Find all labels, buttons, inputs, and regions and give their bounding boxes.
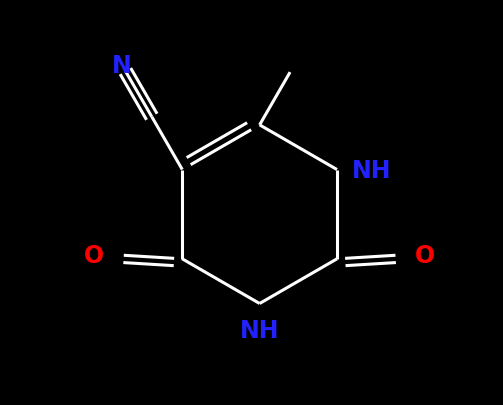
Text: O: O xyxy=(84,243,104,267)
Text: N: N xyxy=(112,54,132,78)
Text: O: O xyxy=(415,243,435,267)
Text: NH: NH xyxy=(352,158,391,182)
Text: NH: NH xyxy=(240,318,279,342)
